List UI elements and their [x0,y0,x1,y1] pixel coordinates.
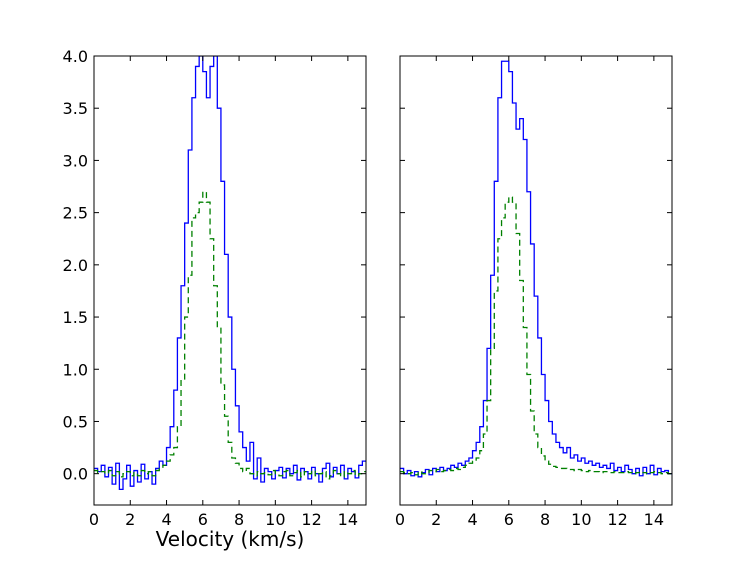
x-tick-label: 4 [161,510,171,529]
x-tick-label: 6 [504,510,514,529]
x-tick-label: 0 [395,510,405,529]
x-tick-label: 12 [607,510,627,529]
x-tick-label: 4 [467,510,477,529]
plot-area [94,56,366,490]
y-tick-label: 1.0 [63,360,88,379]
x-tick-label: 8 [540,510,550,529]
y-tick-label: 3.5 [63,99,88,118]
x-tick-label: 8 [234,510,244,529]
x-tick-label: 10 [265,510,285,529]
y-tick-label: 4.0 [63,47,88,66]
y-tick-label: 3.0 [63,151,88,170]
x-tick-label: 2 [125,510,135,529]
y-tick-label: 0.0 [63,465,88,484]
y-tick-label: 1.5 [63,308,88,327]
x-tick-label: 2 [431,510,441,529]
y-tick-label: 2.0 [63,256,88,275]
y-tick-label: 2.5 [63,204,88,223]
axes-frame [93,55,367,506]
x-axis-label: Velocity (km/s) [156,527,305,551]
solid-series-line [94,56,366,490]
x-tick-label: 14 [644,510,664,529]
x-tick-label: 14 [338,510,358,529]
y-tick-label: 0.5 [63,412,88,431]
x-tick-label: 6 [198,510,208,529]
x-tick-label: 10 [571,510,591,529]
left-panel: 0 2 4 6 8 10 12 14 0.0 0.5 1.0 1.5 2.0 2.5 3.0 3.5 4.0 [63,47,367,529]
x-tick-label: 12 [301,510,321,529]
dashed-series-line [94,191,366,480]
x-tick-label: 0 [89,510,99,529]
right-panel: 0 2 4 6 8 10 12 14 [395,55,673,529]
plot-area [400,60,672,478]
axes-frame [399,55,673,506]
dashed-series-line [400,196,672,476]
